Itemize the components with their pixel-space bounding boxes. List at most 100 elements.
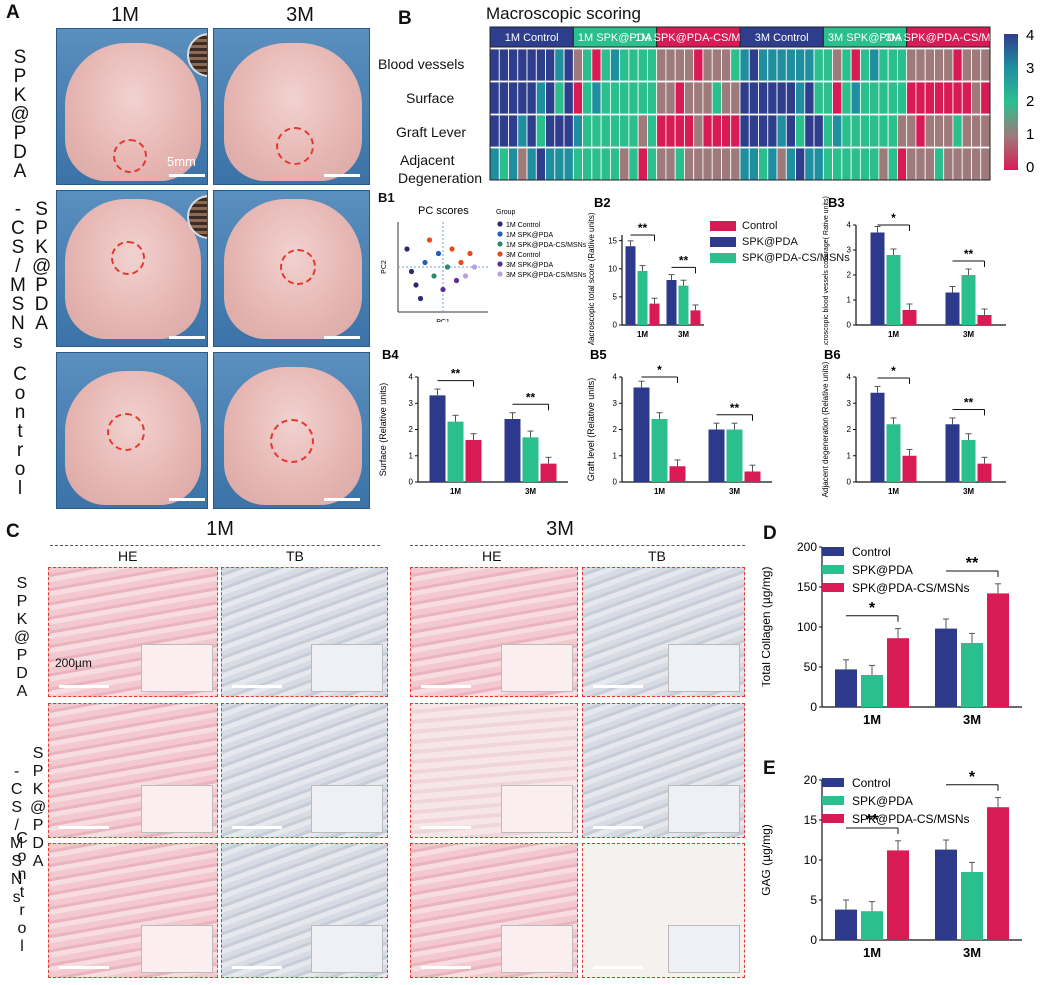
bar [987,807,1009,940]
heatmap-cell [656,48,667,82]
heatmap-cell [897,147,908,181]
heatmap-cell [730,147,741,181]
bar [504,419,521,482]
pca-legend-dot [497,241,503,247]
heatmap-cell [647,48,658,82]
pca-point [404,246,410,252]
pca-legend-text: 3M Control [506,252,541,259]
heatmap-cell [665,48,676,82]
y-axis-label: Macroscopic total score (Ratiive units) [587,212,596,345]
y-tick-label: 2 [613,425,618,434]
chart-panel-label: B6 [824,347,841,362]
panel-c-1m: 1M [206,518,234,540]
pca-point [449,246,455,252]
heatmap-cell [730,81,741,115]
bar [649,303,660,325]
pca-point [417,295,424,302]
heatmap-cell [591,81,602,115]
heatmap-cell [924,81,935,115]
x-tick-label: 3M [963,330,974,339]
heatmap-cell [674,81,685,115]
heatmap-cell [822,147,833,181]
hist-spkcs-3m-he [410,703,578,838]
chart-panel-label: B5 [590,347,607,362]
hist-spk-3m-tb [582,567,745,697]
x-tick-label: 3M [729,487,740,496]
heatmap-cell [980,114,991,148]
bar [886,255,901,325]
heatmap-cell [693,114,704,148]
heatmap-cell [526,147,537,181]
heatmap-cell [545,48,556,82]
heatmap-cell [721,81,732,115]
heatmap-cell [572,114,583,148]
heatmap-cell [859,147,871,181]
heatmap-cell [878,147,889,181]
heatmap-cell [878,114,889,148]
heatmap-cell [776,114,787,148]
heatmap-cell [554,114,565,148]
heatmap-cell [647,81,658,115]
heatmap-cell [943,48,954,82]
heatmap-cell [554,147,565,181]
pca-point [453,277,460,284]
y-tick-label: 2 [847,425,852,434]
c-row-label-spk: S P K @ P D A [13,575,31,700]
heatmap-cell [767,114,778,148]
heatmap-cell [832,81,843,115]
heatmap-cell [841,147,852,181]
heatmap-group-label: 3M SPK@PDA-CS/MSNs [885,32,996,44]
pca-legend-dot [497,221,503,227]
legend-swatch [822,796,844,805]
x-tick-label: 1M [888,487,899,496]
panel-e-label: E [763,758,776,779]
chart-b4: 0 1 2 3 4 1M ** 3M ** Surface (Relative units) B4 [378,347,568,496]
heatmap-cell [739,81,750,115]
heatmap-cell [517,48,528,82]
pca-legend-text: 1M SPK@PDA-CS/MSNs [506,242,587,249]
y-tick-label: 200 [797,540,817,554]
heatmap-cell [897,48,908,82]
heatmap-cell [739,114,750,148]
heatmap-cell [498,48,509,82]
heatmap-cell [665,147,676,181]
heatmap-cell [619,114,630,148]
x-tick-label: 1M [888,330,899,339]
heatmap-cell [887,81,898,115]
heatmap-cell [582,114,593,148]
legend-swatch [822,583,844,592]
sig-label: ** [451,367,461,381]
heatmap-cell [859,114,871,148]
heatmap-cell [850,48,861,82]
heatmap-colorbar: 4 3 2 1 0 [1004,30,1034,176]
heatmap-cell [591,48,602,82]
heatmap-cell [693,147,704,181]
legend-label: SPK@PDA [852,794,913,808]
panel-a-3m-header: 3M [286,4,314,26]
panel-d-label: D [763,523,777,544]
heatmap-cell [971,114,982,148]
heatmap-cell [637,81,648,115]
heatmap-cell [600,114,611,148]
bar [633,387,650,482]
bar [708,429,725,482]
legend-label: Control [852,776,891,790]
stain-he-3m: HE [482,548,502,564]
y-tick-label: 0 [847,321,852,330]
heatmap-cell [498,81,509,115]
y-tick-label: 0 [847,478,852,487]
y-tick-label: 3 [613,399,618,408]
heatmap-cell [563,48,574,82]
heatmap-cell [730,48,741,82]
pca-plot: PC scores PC1 PC2 Group 1M Control 1M SPK@PDA… [381,205,587,322]
heatmap-cell [832,147,843,181]
bar [678,285,689,325]
heatmap-cell [721,48,732,82]
y-tick-label: 0 [409,478,414,487]
sig-label: ** [966,555,979,572]
bar [669,466,686,482]
hist-spkcs-1m-he [48,703,218,838]
pca-title: PC scores [418,205,469,217]
